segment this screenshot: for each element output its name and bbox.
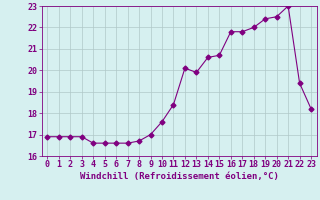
X-axis label: Windchill (Refroidissement éolien,°C): Windchill (Refroidissement éolien,°C) (80, 172, 279, 181)
